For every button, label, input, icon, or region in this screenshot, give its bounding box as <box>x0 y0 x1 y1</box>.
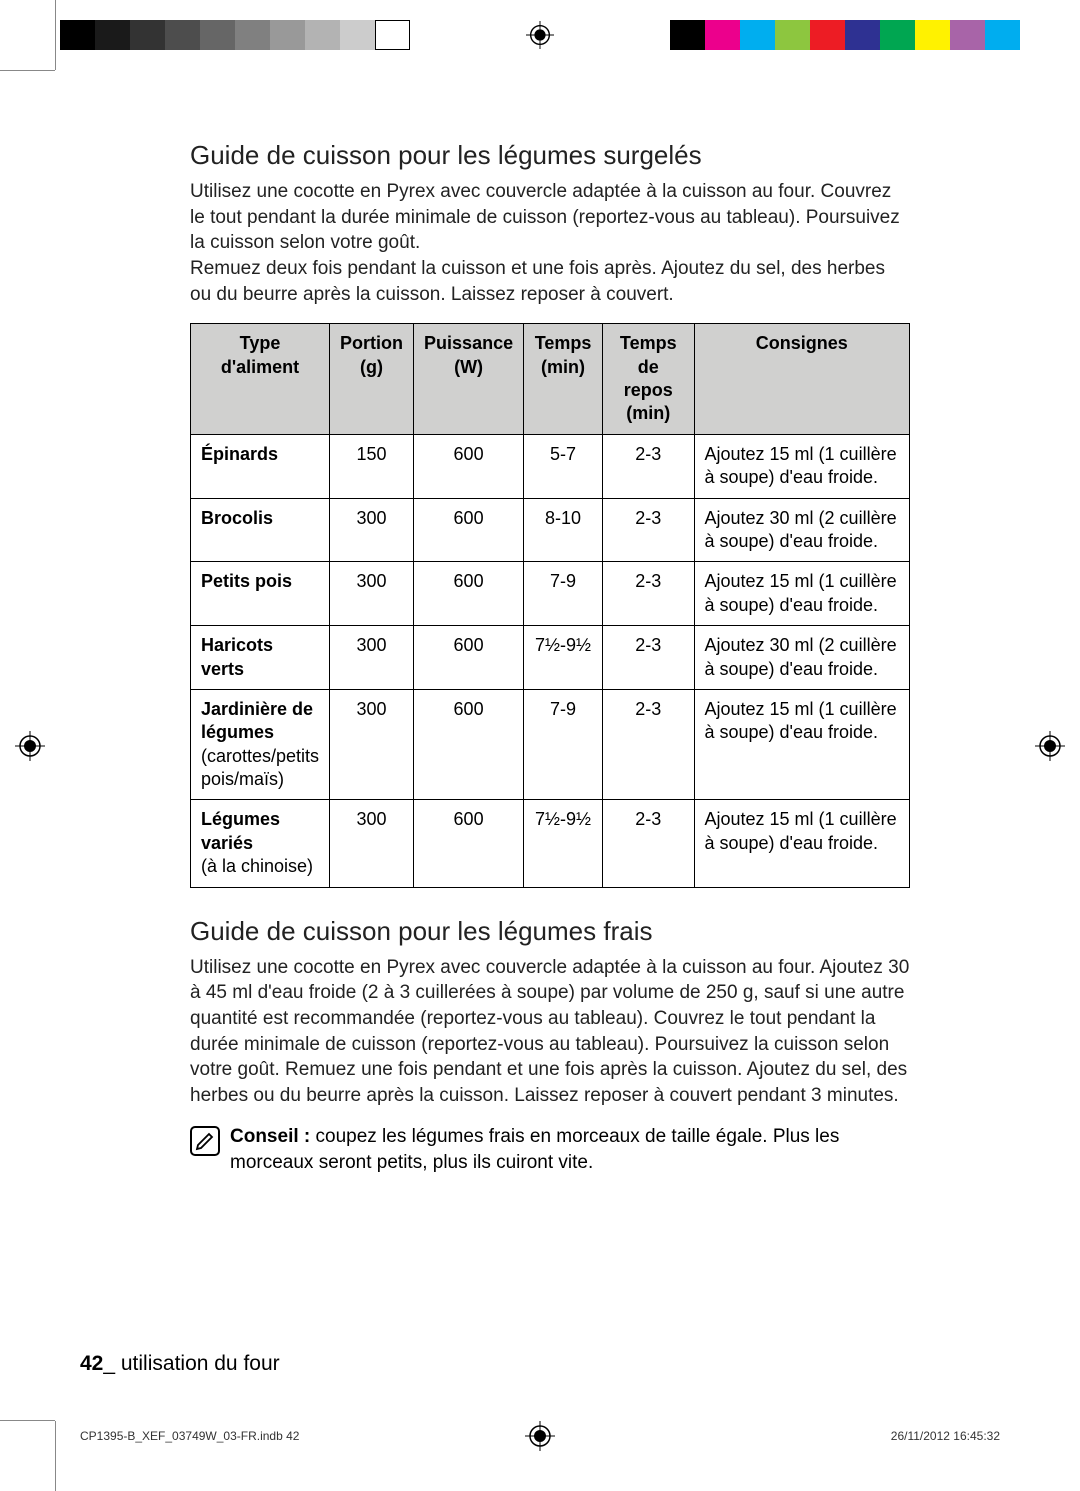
table-row: Haricots verts3006007½-9½2-3Ajoutez 30 m… <box>191 626 910 690</box>
table-row: Jardinière de légumes(carottes/petits po… <box>191 689 910 800</box>
registration-mark-icon <box>15 731 45 761</box>
table-row: Légumes variés(à la chinoise)3006007½-9½… <box>191 800 910 887</box>
table-row: Brocolis3006008-102-3Ajoutez 30 ml (2 cu… <box>191 498 910 562</box>
page-section-label: _ utilisation du four <box>103 1352 279 1375</box>
section2-title: Guide de cuisson pour les légumes frais <box>190 916 910 947</box>
tip-text: Conseil : coupez les légumes frais en mo… <box>230 1124 910 1175</box>
section2-intro: Utilisez une cocotte en Pyrex avec couve… <box>190 955 910 1109</box>
tip-body: coupez les légumes frais en morceaux de … <box>230 1126 839 1173</box>
grayscale-calibration-bars <box>60 20 410 50</box>
section1-intro: Utilisez une cocotte en Pyrex avec couve… <box>190 179 910 307</box>
frozen-veg-table: Type d'alimentPortion (g)Puissance (W)Te… <box>190 323 910 887</box>
page-content: Guide de cuisson pour les légumes surgel… <box>190 140 910 1176</box>
registration-mark-icon <box>1035 731 1065 761</box>
page-number: 42 <box>80 1352 103 1375</box>
table-row: Épinards1506005-72-3Ajoutez 15 ml (1 cui… <box>191 434 910 498</box>
imprint-line: CP1395-B_XEF_03749W_03-FR.indb 42 26/11/… <box>0 1429 1080 1443</box>
table-header: Consignes <box>694 324 910 435</box>
table-row: Petits pois3006007-92-3Ajoutez 15 ml (1 … <box>191 562 910 626</box>
imprint-file: CP1395-B_XEF_03749W_03-FR.indb 42 <box>80 1429 299 1443</box>
table-header: Puissance (W) <box>414 324 524 435</box>
table-header: Type d'aliment <box>191 324 330 435</box>
print-registration-bar <box>0 20 1080 50</box>
table-header: Temps de repos (min) <box>603 324 695 435</box>
section1-title: Guide de cuisson pour les légumes surgel… <box>190 140 910 171</box>
tip-block: Conseil : coupez les légumes frais en mo… <box>190 1124 910 1175</box>
note-icon <box>190 1126 220 1156</box>
imprint-timestamp: 26/11/2012 16:45:32 <box>891 1429 1000 1443</box>
page-footer: 42_ utilisation du four <box>80 1352 280 1376</box>
table-header: Temps (min) <box>524 324 603 435</box>
tip-label: Conseil : <box>230 1126 310 1147</box>
registration-mark-icon <box>525 20 555 50</box>
color-calibration-bars <box>670 20 1020 50</box>
table-header: Portion (g) <box>330 324 414 435</box>
